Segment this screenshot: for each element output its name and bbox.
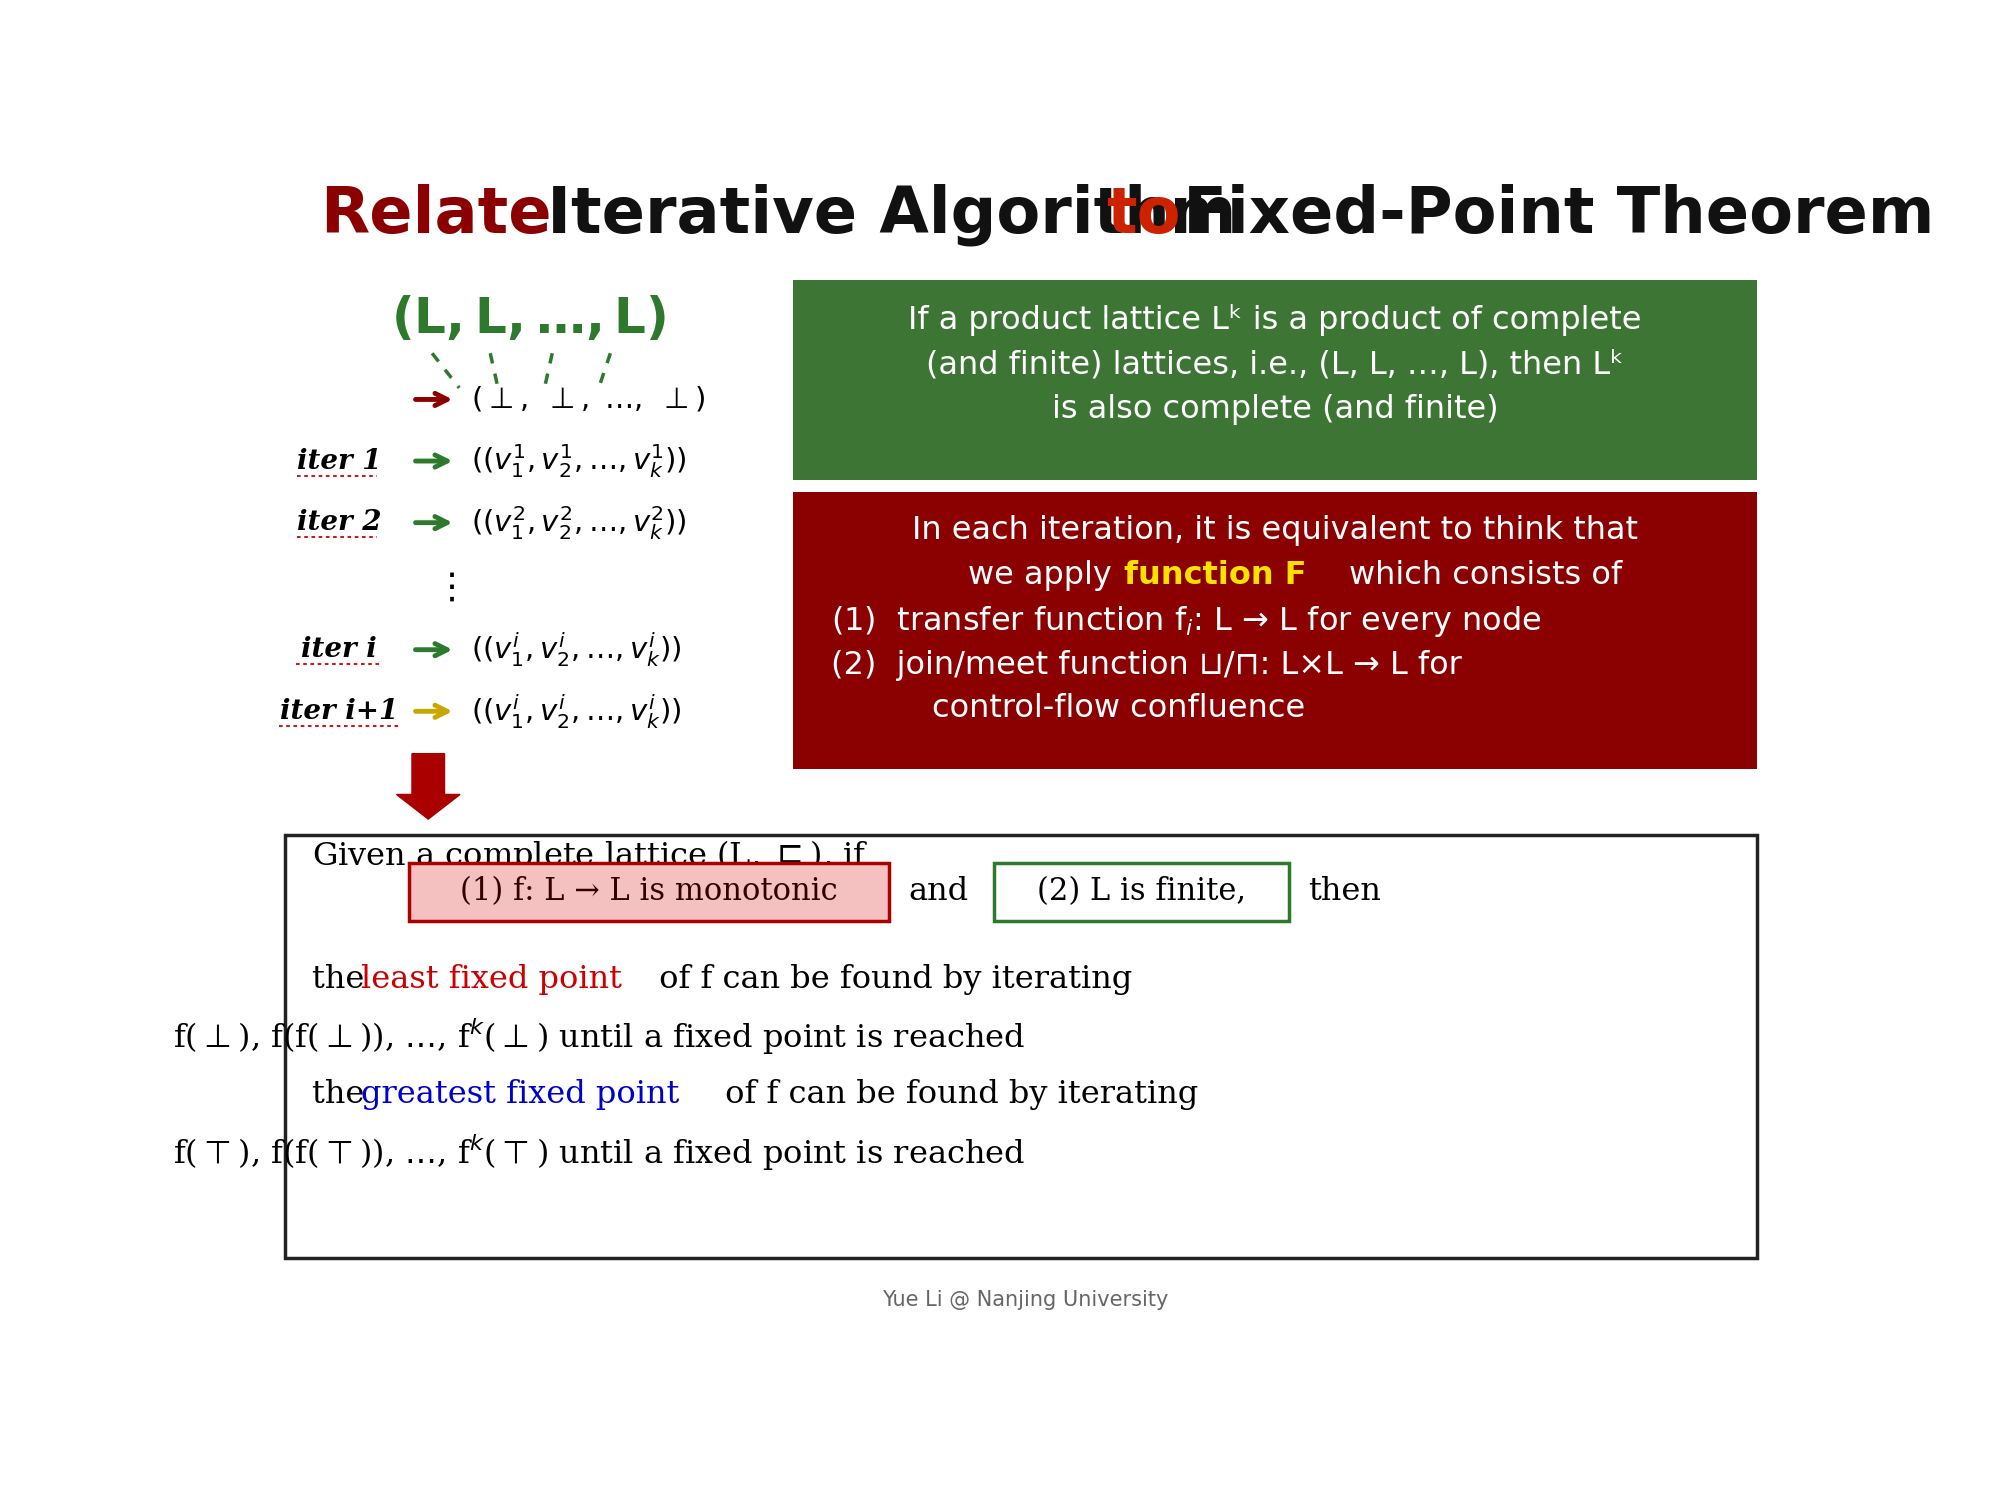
Text: function F: function F (1124, 560, 1306, 591)
Text: greatest fixed point: greatest fixed point (360, 1080, 680, 1110)
Text: (2)  join/meet function ⊔/⊓: L×L → L for: (2) join/meet function ⊔/⊓: L×L → L for (832, 650, 1462, 681)
Text: to: to (1106, 183, 1180, 246)
Text: Fixed-Point Theorem: Fixed-Point Theorem (1160, 183, 1934, 246)
Text: $((v_1^i, v_2^i, \ldots, v_k^i))$: $((v_1^i, v_2^i, \ldots, v_k^i))$ (470, 630, 682, 669)
Text: we apply: we apply (968, 560, 1112, 591)
Text: $(\bot,\ \bot,\ \ldots,\ \bot)$: $(\bot,\ \bot,\ \ldots,\ \bot)$ (470, 386, 706, 414)
Text: (and finite) lattices, i.e., (L, L, …, L), then Lᵏ: (and finite) lattices, i.e., (L, L, …, L… (926, 350, 1624, 381)
FancyBboxPatch shape (408, 862, 890, 921)
Text: then: then (1308, 876, 1380, 908)
Text: Iterative Algorithm: Iterative Algorithm (526, 183, 1258, 246)
Text: is also complete (and finite): is also complete (and finite) (1052, 394, 1498, 424)
FancyBboxPatch shape (792, 280, 1758, 480)
Text: $\mathbf{(L, L, \ldots, L)}$: $\mathbf{(L, L, \ldots, L)}$ (392, 294, 666, 344)
Text: which consists of: which consists of (1348, 560, 1622, 591)
Text: f($\top$), f(f($\top$)), $\ldots$, f$^k$($\top$) until a fixed point is reached: f($\top$), f(f($\top$)), $\ldots$, f$^k$… (172, 1132, 1024, 1173)
Text: In each iteration, it is equivalent to think that: In each iteration, it is equivalent to t… (912, 514, 1638, 546)
Text: f($\bot$), f(f($\bot$)), $\ldots$, f$^k$($\bot$) until a fixed point is reached: f($\bot$), f(f($\bot$)), $\ldots$, f$^k$… (172, 1017, 1024, 1058)
Text: Given a complete lattice (L, $\sqsubseteq$), if: Given a complete lattice (L, $\sqsubsete… (312, 839, 868, 874)
Text: least fixed point: least fixed point (360, 964, 622, 994)
Text: (1)  transfer function f$_i$: L → L for every node: (1) transfer function f$_i$: L → L for e… (832, 603, 1542, 639)
Text: iter i: iter i (302, 636, 376, 663)
Text: $\vdots$: $\vdots$ (432, 572, 454, 604)
Text: iter 1: iter 1 (296, 447, 382, 474)
FancyBboxPatch shape (284, 834, 1758, 1258)
Text: and: and (908, 876, 968, 908)
Text: Yue Li @ Nanjing University: Yue Li @ Nanjing University (882, 1290, 1168, 1311)
Text: of f can be found by iterating: of f can be found by iterating (716, 1080, 1198, 1110)
Text: (1) f: L → L is monotonic: (1) f: L → L is monotonic (460, 876, 838, 908)
Text: of f can be found by iterating: of f can be found by iterating (650, 964, 1132, 994)
Text: the: the (312, 1080, 374, 1110)
Text: iter i+1: iter i+1 (280, 698, 398, 724)
FancyBboxPatch shape (792, 492, 1758, 770)
FancyArrow shape (396, 753, 460, 819)
Text: (2) L is finite,: (2) L is finite, (1036, 876, 1246, 908)
Text: iter 2: iter 2 (296, 509, 382, 536)
Text: $((v_1^2, v_2^2, \ldots, v_k^2))$: $((v_1^2, v_2^2, \ldots, v_k^2))$ (470, 504, 686, 542)
Text: If a product lattice Lᵏ is a product of complete: If a product lattice Lᵏ is a product of … (908, 304, 1642, 336)
Text: control-flow confluence: control-flow confluence (932, 693, 1306, 724)
FancyBboxPatch shape (994, 862, 1288, 921)
Text: $((v_1^i, v_2^i, \ldots, v_k^i))$: $((v_1^i, v_2^i, \ldots, v_k^i))$ (470, 692, 682, 730)
Text: Relate: Relate (320, 183, 552, 246)
Text: $((v_1^1, v_2^1, \ldots, v_k^1))$: $((v_1^1, v_2^1, \ldots, v_k^1))$ (470, 442, 686, 480)
Text: the: the (312, 964, 374, 994)
